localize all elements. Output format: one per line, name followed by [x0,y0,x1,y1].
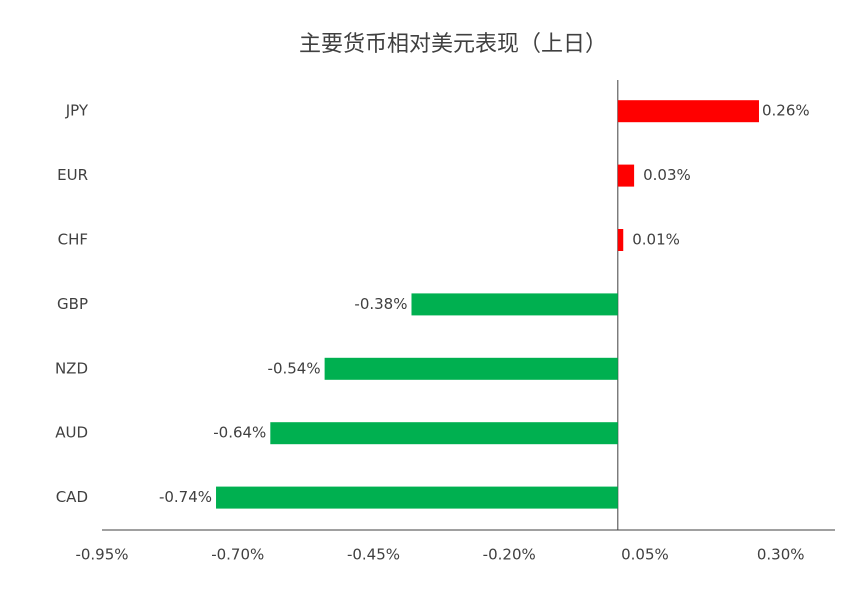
value-label: 0.01% [632,231,680,249]
bar [411,293,618,316]
bar [324,357,618,380]
x-tick-label: -0.95% [75,546,128,564]
chart-title: 主要货币相对美元表现（上日） [299,32,607,57]
x-tick-label: 0.30% [757,546,805,564]
value-label: 0.03% [643,166,691,184]
y-tick-label: AUD [55,424,88,442]
x-tick-label: 0.05% [621,546,669,564]
value-label: -0.64% [213,424,266,442]
bar [617,229,624,251]
bar [270,422,618,445]
value-label: -0.38% [354,295,407,313]
value-label: -0.54% [268,359,321,377]
y-tick-label: JPY [65,102,89,120]
x-tick-label: -0.20% [483,546,536,564]
value-label: 0.26% [762,102,810,120]
y-tick-label: EUR [57,166,88,184]
y-tick-label: CAD [56,488,88,506]
value-label: -0.74% [159,488,212,506]
bar [617,164,635,187]
bar [216,486,618,509]
x-tick-label: -0.70% [211,546,264,564]
y-tick-label: NZD [55,359,88,377]
bar [617,100,759,123]
y-tick-label: CHF [58,231,88,249]
x-tick-label: -0.45% [347,546,400,564]
y-tick-label: GBP [57,295,88,313]
